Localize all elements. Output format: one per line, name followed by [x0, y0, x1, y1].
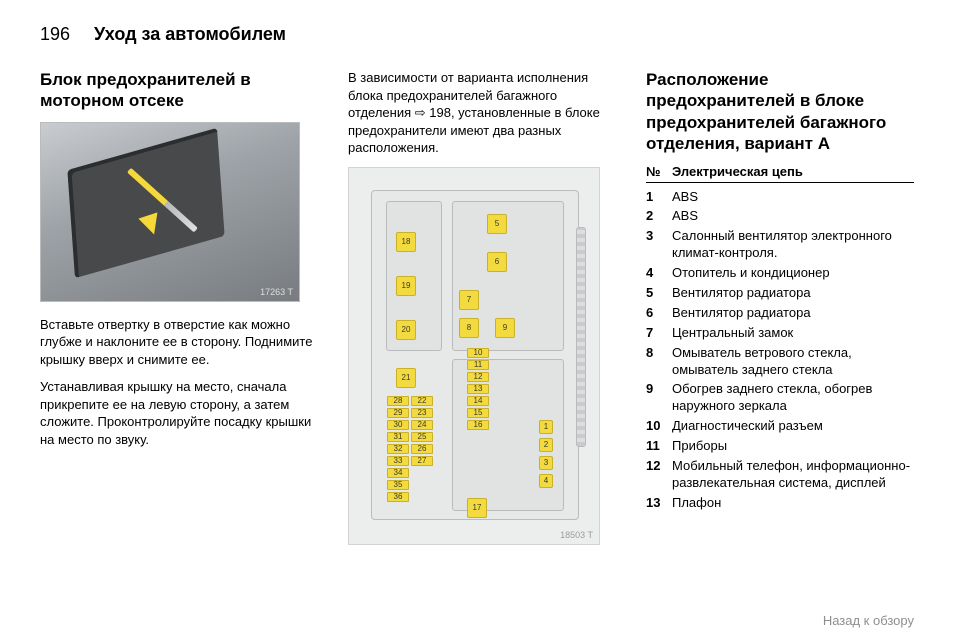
table-cell-desc: Диагностический разъем — [672, 418, 914, 435]
table-cell-num: 1 — [646, 189, 672, 204]
table-cell-num: 11 — [646, 438, 672, 453]
fuse-31: 31 — [387, 432, 409, 442]
table-cell-desc: Омыватель ветрового стекла, омыватель за… — [672, 345, 914, 379]
table-cell-desc: ABS — [672, 189, 914, 206]
paragraph-variants: В зависимости от варианта исполнения бло… — [348, 69, 618, 157]
fuse-21: 21 — [396, 368, 416, 388]
table-cell-num: 12 — [646, 458, 672, 473]
fuse-19: 19 — [396, 276, 416, 296]
fuse-22: 22 — [411, 396, 433, 406]
table-cell-desc: Вентилятор радиатора — [672, 305, 914, 322]
table-row: 13Плафон — [646, 493, 914, 513]
table-row: 4Отопитель и кондиционер — [646, 264, 914, 284]
fuse-table: 1ABS2ABS3Салонный вентилятор электронног… — [646, 187, 914, 513]
table-cell-desc: Мобильный телефон, информационно-развлек… — [672, 458, 914, 492]
fuse-16: 16 — [467, 420, 489, 430]
fuse-25: 25 — [411, 432, 433, 442]
fuse-17: 17 — [467, 498, 487, 518]
table-header-num: № — [646, 164, 672, 179]
fuse-5: 5 — [487, 214, 507, 234]
content-columns: Блок предохранителей в моторном отсеке 1… — [40, 69, 914, 545]
table-cell-num: 4 — [646, 265, 672, 280]
fuse-4: 4 — [539, 474, 553, 488]
table-cell-num: 10 — [646, 418, 672, 433]
fuse-14: 14 — [467, 396, 489, 406]
table-row: 1ABS — [646, 187, 914, 207]
fuse-12: 12 — [467, 372, 489, 382]
page-title: Уход за автомобилем — [94, 24, 286, 45]
table-cell-num: 2 — [646, 208, 672, 223]
fuse-27: 27 — [411, 456, 433, 466]
section-heading-engine-fusebox: Блок предохранителей в моторном отсеке — [40, 69, 320, 112]
engine-fusebox-photo: 17263 T — [40, 122, 300, 302]
fuse-29: 29 — [387, 408, 409, 418]
table-cell-desc: Салонный вентилятор электронного климат-… — [672, 228, 914, 262]
fuse-10: 10 — [467, 348, 489, 358]
page-header: 196 Уход за автомобилем — [40, 24, 914, 45]
table-cell-desc: Вентилятор радиатора — [672, 285, 914, 302]
paragraph-close-cover: Устанавливая крышку на место, сначала пр… — [40, 378, 320, 448]
fuse-6: 6 — [487, 252, 507, 272]
fusebox-diagram: 1819202128222923302431253226332734353656… — [348, 167, 600, 545]
fuse-35: 35 — [387, 480, 409, 490]
table-row: 9Обогрев заднего стекла, обогрев наружно… — [646, 380, 914, 417]
fuse-36: 36 — [387, 492, 409, 502]
table-row: 8Омыватель ветрового стекла, омыватель з… — [646, 343, 914, 380]
fuse-33: 33 — [387, 456, 409, 466]
table-cell-num: 8 — [646, 345, 672, 360]
fuse-8: 8 — [459, 318, 479, 338]
table-cell-desc: Центральный замок — [672, 325, 914, 342]
column-3: Расположение предохранителей в блоке пре… — [646, 69, 914, 545]
fuse-3: 3 — [539, 456, 553, 470]
column-2: В зависимости от варианта исполнения бло… — [348, 69, 618, 545]
fuse-26: 26 — [411, 444, 433, 454]
table-cell-num: 5 — [646, 285, 672, 300]
table-header: № Электрическая цепь — [646, 164, 914, 183]
table-row: 6Вентилятор радиатора — [646, 303, 914, 323]
table-cell-desc: Обогрев заднего стекла, обогрев наружног… — [672, 381, 914, 415]
table-row: 10Диагностический разъем — [646, 417, 914, 437]
arrow-down-icon — [139, 213, 167, 237]
page-number: 196 — [40, 24, 70, 45]
fuse-13: 13 — [467, 384, 489, 394]
fuse-18: 18 — [396, 232, 416, 252]
table-cell-desc: Плафон — [672, 495, 914, 512]
fuse-11: 11 — [467, 360, 489, 370]
fuse-15: 15 — [467, 408, 489, 418]
table-cell-num: 7 — [646, 325, 672, 340]
fuse-2: 2 — [539, 438, 553, 452]
fuse-30: 30 — [387, 420, 409, 430]
diagram-label: 18503 T — [560, 530, 593, 540]
fuse-1: 1 — [539, 420, 553, 434]
table-row: 7Центральный замок — [646, 323, 914, 343]
fuse-23: 23 — [411, 408, 433, 418]
column-1: Блок предохранителей в моторном отсеке 1… — [40, 69, 320, 545]
fuse-28: 28 — [387, 396, 409, 406]
table-cell-num: 13 — [646, 495, 672, 510]
fuse-20: 20 — [396, 320, 416, 340]
paragraph-open-cover: Вставьте отвертку в отверстие как можно … — [40, 316, 320, 369]
section-heading-fuse-table: Расположение предохранителей в блоке пре… — [646, 69, 914, 154]
diagram-connector — [576, 227, 586, 447]
table-cell-desc: Приборы — [672, 438, 914, 455]
table-cell-num: 3 — [646, 228, 672, 243]
fuse-7: 7 — [459, 290, 479, 310]
table-row: 5Вентилятор радиатора — [646, 283, 914, 303]
photo-label: 17263 T — [260, 287, 293, 297]
table-cell-desc: Отопитель и кондиционер — [672, 265, 914, 282]
table-header-desc: Электрическая цепь — [672, 164, 803, 179]
table-row: 3Салонный вентилятор электронного климат… — [646, 227, 914, 264]
table-row: 11Приборы — [646, 437, 914, 457]
back-to-overview-link[interactable]: Назад к обзору — [823, 613, 914, 628]
table-row: 12Мобильный телефон, информационно-развл… — [646, 456, 914, 493]
fuse-9: 9 — [495, 318, 515, 338]
fuse-32: 32 — [387, 444, 409, 454]
table-cell-num: 9 — [646, 381, 672, 396]
table-row: 2ABS — [646, 207, 914, 227]
table-cell-desc: ABS — [672, 208, 914, 225]
table-cell-num: 6 — [646, 305, 672, 320]
fuse-34: 34 — [387, 468, 409, 478]
fuse-24: 24 — [411, 420, 433, 430]
